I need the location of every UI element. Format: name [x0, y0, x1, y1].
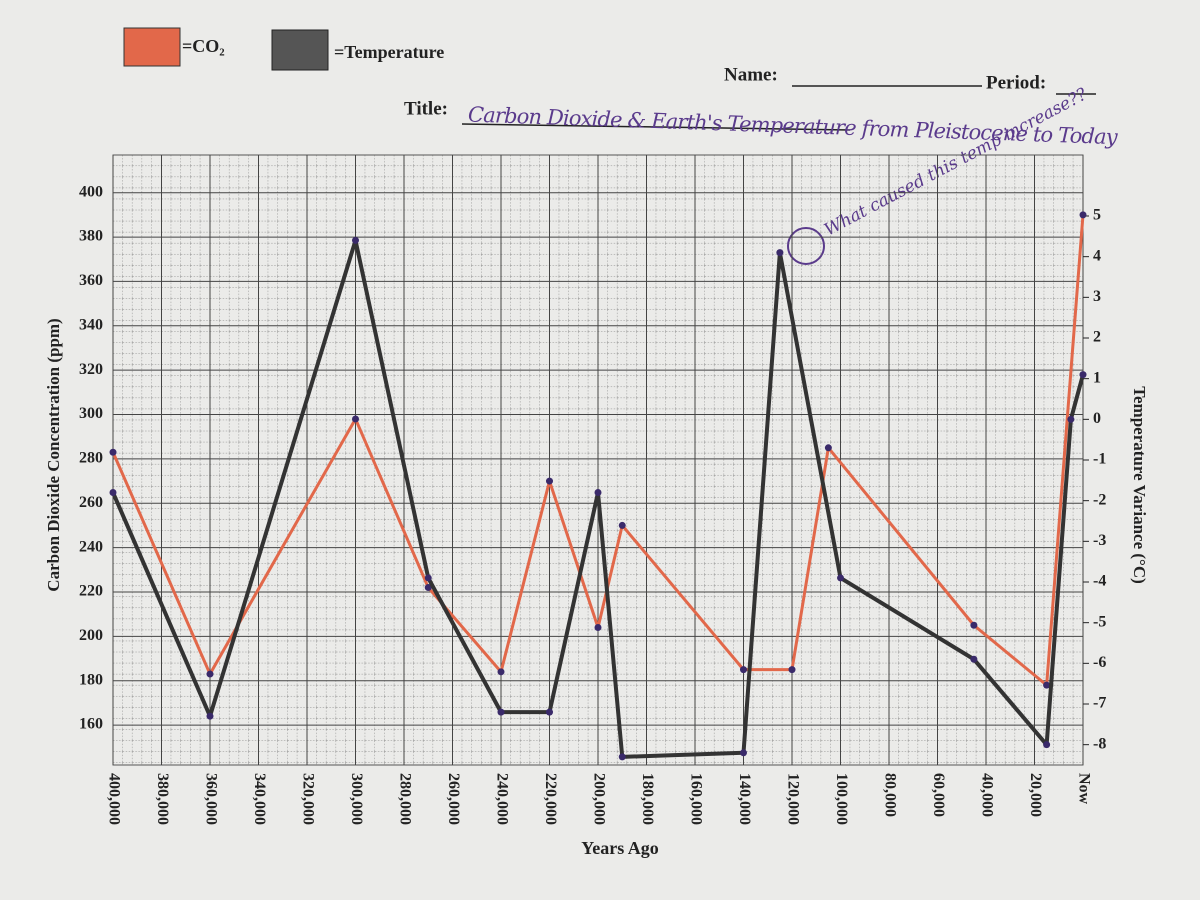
data-point	[546, 708, 553, 716]
data-point	[837, 574, 844, 582]
data-point	[970, 621, 978, 629]
x-tick-label: 220,000	[542, 773, 559, 825]
data-point	[776, 249, 784, 257]
name-label: Name:	[724, 64, 778, 85]
data-point	[618, 521, 626, 529]
data-point	[594, 489, 602, 497]
data-point	[788, 666, 796, 674]
data-point	[1067, 415, 1075, 423]
y-tick-label: 340	[79, 316, 103, 333]
y2-tick-label: 4	[1093, 247, 1101, 264]
x-tick-label: 140,000	[736, 773, 753, 825]
y2-tick-label: 0	[1093, 410, 1101, 427]
data-point	[740, 749, 747, 757]
legend-swatch-temp	[271, 29, 329, 71]
x-tick-label: 20,000	[1027, 773, 1044, 817]
y-tick-label: 160	[79, 716, 103, 733]
data-point	[206, 670, 214, 678]
y2-tick-label: -6	[1093, 654, 1106, 671]
plot: 400,000 380,000 360,000 340,000 320,000 300,0…	[79, 155, 1106, 825]
data-point	[546, 477, 553, 485]
data-point	[497, 708, 505, 716]
y2-tick-label: -5	[1093, 613, 1106, 630]
y-tick-label: 320	[79, 361, 103, 378]
data-point	[206, 712, 214, 720]
y2-tick-label: -3	[1093, 532, 1106, 549]
y2-tick-label: -4	[1093, 573, 1106, 590]
data-point	[1079, 211, 1087, 219]
y-tick-label: 200	[79, 627, 103, 644]
x-tick-label: 300,000	[348, 773, 365, 825]
x-tick-label: 180,000	[639, 773, 656, 825]
y2-tick-label: 5	[1093, 207, 1101, 224]
data-point	[424, 584, 432, 592]
x-tick-label: 200,000	[590, 773, 607, 825]
data-point	[740, 666, 747, 674]
title-line	[461, 123, 851, 131]
x-tick-label: 320,000	[299, 773, 316, 825]
y-tick-label: 260	[79, 494, 103, 511]
data-point	[1043, 681, 1051, 689]
series-line	[111, 214, 1085, 687]
x-axis-label: Years Ago	[581, 838, 659, 858]
data-point	[824, 444, 832, 452]
x-tick-label: 240,000	[493, 773, 510, 825]
y-tick-label: 180	[79, 671, 103, 688]
y-tick-label: 380	[79, 228, 103, 245]
title-label: Title:	[404, 98, 448, 119]
x-tick-label: 100,000	[833, 773, 850, 825]
y-tick-label: 400	[79, 183, 103, 200]
x-tick-label: 380,000	[154, 773, 171, 825]
y-tick-label: 300	[79, 405, 103, 422]
data-point	[109, 448, 117, 456]
x-tick-label: 80,000	[881, 773, 898, 817]
y2-tick-label: 3	[1093, 288, 1101, 305]
y2-tick-label: 2	[1093, 329, 1101, 346]
y2-tick-label: 1	[1093, 369, 1101, 386]
y2-axis-label: Temperature Variance (°C)	[1130, 386, 1149, 584]
data-point	[594, 623, 602, 631]
data-point	[109, 489, 117, 497]
y2-tick-label: -7	[1093, 695, 1106, 712]
x-tick-label: 60,000	[930, 773, 947, 817]
x-tick-label: 360,000	[202, 773, 219, 825]
legend-label: =CO₂	[182, 36, 225, 56]
legend-swatch-co2	[123, 27, 181, 67]
x-tick-label: 160,000	[687, 773, 704, 825]
y-axis-label: Carbon Dioxide Concentration (ppm)	[44, 318, 63, 591]
data-point	[352, 415, 359, 423]
data-point	[424, 574, 432, 582]
data-point	[1043, 741, 1051, 749]
x-tick-label: 40,000	[978, 773, 995, 817]
y-tick-label: 220	[79, 583, 103, 600]
y2-tick-label: -8	[1093, 735, 1106, 752]
x-tick-label: Now	[1075, 773, 1092, 805]
y2-tick-label: -2	[1093, 491, 1106, 508]
x-tick-label: 120,000	[784, 773, 801, 825]
x-tick-label: 340,000	[251, 773, 268, 825]
y-tick-label: 360	[79, 272, 103, 289]
y-tick-label: 280	[79, 450, 103, 467]
data-point	[970, 655, 978, 663]
legend-label: =Temperature	[334, 42, 444, 62]
period-label: Period:	[986, 72, 1046, 93]
data-point	[618, 753, 626, 761]
y-tick-label: 240	[79, 538, 103, 555]
x-tick-label: 260,000	[445, 773, 462, 825]
x-tick-label: 400,000	[105, 773, 122, 825]
data-point	[1079, 371, 1087, 379]
data-point	[352, 236, 359, 244]
y2-tick-label: -1	[1093, 451, 1106, 468]
data-point	[497, 668, 505, 676]
x-tick-label: 280,000	[396, 773, 413, 825]
